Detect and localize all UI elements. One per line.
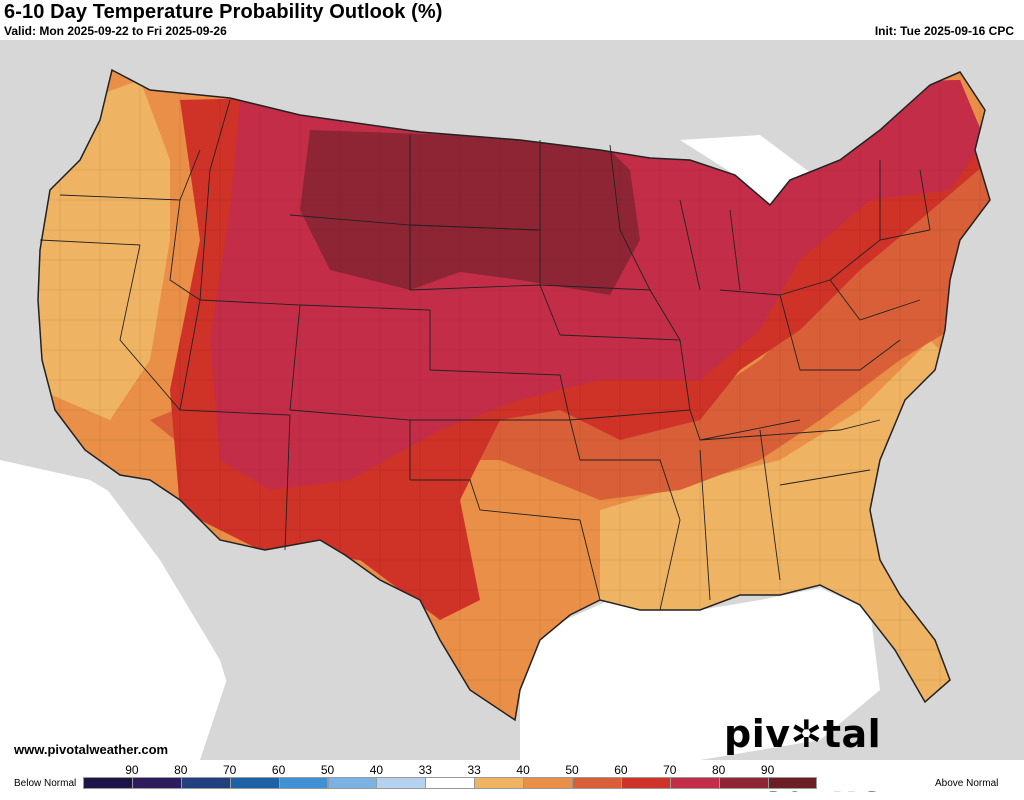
legend-tick-label: 40 xyxy=(369,763,384,777)
legend-swatch xyxy=(327,777,378,789)
legend-tick-label: 60 xyxy=(271,763,286,777)
mexico-land xyxy=(100,480,330,760)
outlook-map xyxy=(0,40,1024,760)
legend-swatch xyxy=(669,777,720,789)
pacific-water xyxy=(0,460,240,760)
legend-tick-label: 60 xyxy=(614,763,628,777)
legend-swatch xyxy=(620,777,671,789)
gear-icon: ✲ xyxy=(790,712,823,756)
legend-tick-label: 70 xyxy=(223,763,237,777)
legend-tick-label: 70 xyxy=(663,763,677,777)
valid-period: Valid: Mon 2025-09-22 to Fri 2025-09-26 xyxy=(4,24,227,38)
map-area xyxy=(0,40,1024,760)
legend-swatch xyxy=(180,777,231,789)
legend-tick-label: 50 xyxy=(565,763,579,777)
gulf-water xyxy=(520,588,880,760)
legend-swatch xyxy=(572,777,622,789)
county-lines xyxy=(38,70,990,720)
legend-swatch xyxy=(131,777,182,789)
legend-tick-label: 80 xyxy=(712,763,726,777)
state-borders xyxy=(39,99,931,611)
region-90-plus xyxy=(300,130,640,295)
legend-swatch xyxy=(718,777,769,789)
legend-below-label: Below Normal xyxy=(14,778,77,789)
legend-above-label: Above Normal xyxy=(935,778,999,789)
legend-swatch xyxy=(474,777,525,789)
legend-swatch xyxy=(229,777,280,789)
website-url[interactable]: www.pivotalweather.com xyxy=(14,742,169,757)
init-time: Init: Tue 2025-09-16 CPC xyxy=(874,24,1014,38)
logo-text-left: piv xyxy=(724,712,791,756)
map-title: 6-10 Day Temperature Probability Outlook… xyxy=(4,1,443,23)
legend-tick-label: 90 xyxy=(760,763,775,777)
us-outline xyxy=(37,68,991,722)
legend-swatch xyxy=(523,777,573,789)
legend-swatch xyxy=(376,777,427,789)
legend-tick-label: 33 xyxy=(418,763,432,777)
legend-tick-label: 90 xyxy=(125,763,139,777)
legend-tick-label: 40 xyxy=(516,763,530,777)
legend-tick-label: 80 xyxy=(174,763,188,777)
legend-tick-label: 50 xyxy=(320,763,335,777)
legend-swatch xyxy=(278,777,329,789)
legend-swatch xyxy=(83,777,133,789)
legend-swatch xyxy=(767,777,818,789)
legend-swatch xyxy=(425,777,476,789)
probability-legend: Below Normal Above Normal 90 80 70 60 50 40 33… xyxy=(0,760,1024,791)
legend-tick-label: 33 xyxy=(467,763,481,777)
header: 6-10 Day Temperature Probability Outlook… xyxy=(0,0,1024,40)
